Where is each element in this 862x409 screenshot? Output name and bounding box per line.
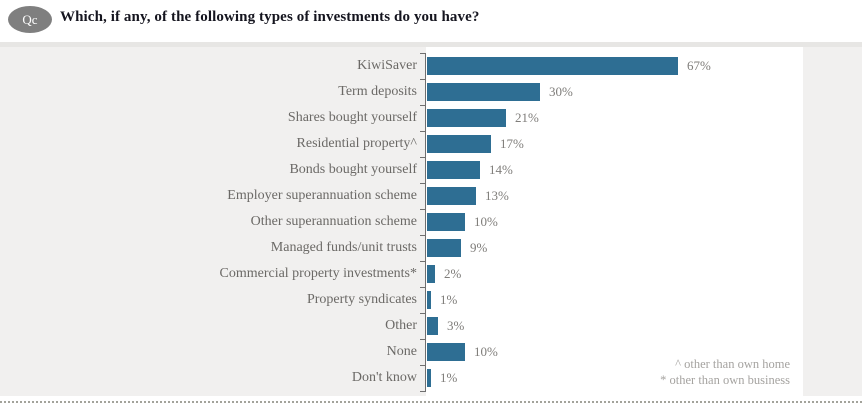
axis-ticks (420, 53, 425, 392)
value-label: 10% (474, 214, 498, 229)
y-axis-line (425, 53, 426, 392)
value-label: 67% (687, 58, 711, 73)
bar (427, 239, 461, 257)
value-label: 30% (549, 84, 573, 99)
value-label: 13% (485, 188, 509, 203)
value-label: 14% (489, 162, 513, 177)
bar (427, 369, 431, 387)
bar (427, 57, 678, 75)
value-label: 1% (440, 370, 458, 385)
bar-row: Don't know 1% (0, 365, 862, 391)
category-label: Other superannuation scheme (250, 214, 417, 229)
bar (427, 343, 465, 361)
value-label: 21% (515, 110, 539, 125)
bar-row: Residential property^ 17% (0, 131, 862, 157)
question-title: Which, if any, of the following types of… (60, 9, 480, 25)
bar-row: Term deposits 30% (0, 79, 862, 105)
value-label: 17% (500, 136, 524, 151)
bar (427, 187, 476, 205)
category-label: KiwiSaver (357, 58, 417, 73)
category-label: Commercial property investments* (219, 266, 417, 281)
category-label: Residential property^ (296, 136, 417, 151)
dotted-divider (0, 401, 862, 403)
panel-top-band (0, 42, 862, 47)
footnote-home: ^ other than own home (675, 357, 790, 371)
bar-row: Bonds bought yourself 14% (0, 157, 862, 183)
question-badge: Qc (8, 6, 52, 33)
bar (427, 109, 506, 127)
bar (427, 291, 431, 309)
bar-row: None 10% (0, 339, 862, 365)
bar-row: Other 3% (0, 313, 862, 339)
plot-area (426, 47, 803, 396)
footnote-business: * other than own business (660, 373, 790, 387)
category-label: Bonds bought yourself (289, 162, 417, 177)
category-label: Shares bought yourself (287, 110, 417, 125)
footnotes: ^ other than own home * other than own b… (660, 356, 790, 388)
category-label: Property syndicates (306, 292, 417, 307)
bar-row: KiwiSaver 67% (0, 53, 862, 79)
value-label: 9% (470, 240, 488, 255)
value-label: 1% (440, 292, 458, 307)
bar-row: Employer superannuation scheme 13% (0, 183, 862, 209)
value-label: 2% (444, 266, 462, 281)
bar-row: Managed funds/unit trusts 9% (0, 235, 862, 261)
category-label: Managed funds/unit trusts (270, 240, 417, 255)
question-badge-label: Qc (22, 12, 38, 27)
bar-row: Shares bought yourself 21% (0, 105, 862, 131)
value-label: 10% (474, 344, 498, 359)
bar (427, 317, 438, 335)
category-label: Other (385, 318, 417, 333)
bar (427, 265, 435, 283)
bar-row: Property syndicates 1% (0, 287, 862, 313)
bar (427, 161, 480, 179)
value-label: 3% (447, 318, 465, 333)
bar (427, 213, 465, 231)
bar (427, 83, 540, 101)
bar-row: Other superannuation scheme 10% (0, 209, 862, 235)
bar (427, 135, 491, 153)
category-label: Term deposits (338, 84, 417, 99)
category-label: None (386, 344, 417, 359)
bar-row: Commercial property investments* 2% (0, 261, 862, 287)
category-label: Don't know (351, 370, 417, 385)
category-label: Employer superannuation scheme (227, 188, 417, 203)
